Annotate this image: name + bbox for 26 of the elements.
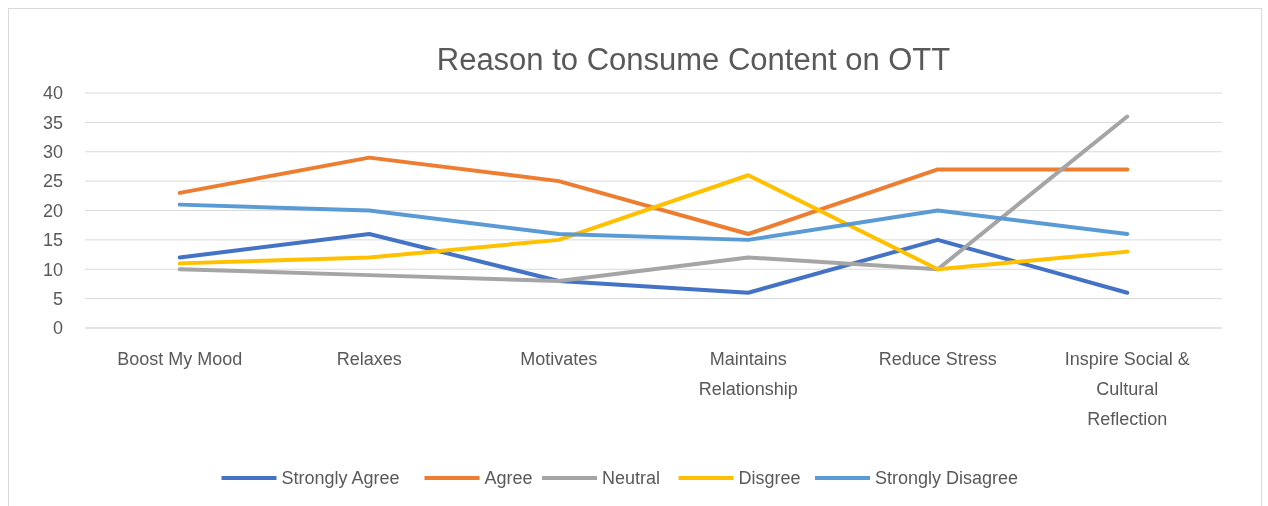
x-tick-label: Reduce Stress (878, 349, 997, 369)
legend-label: Disgree (738, 468, 801, 489)
y-tick-label: 40 (42, 83, 63, 104)
y-tick-label: 0 (52, 318, 63, 339)
legend-label: Neutral (602, 468, 661, 489)
x-tick-label: Boost My Mood (117, 349, 243, 369)
y-tick-label: 35 (42, 112, 63, 133)
line-series (177, 202, 1130, 242)
chart-title: Reason to Consume Content on OTT (436, 42, 951, 77)
x-tick-label: Relaxes (336, 349, 402, 369)
y-tick-label: 15 (42, 230, 63, 251)
legend-label: Strongly Disagree (875, 468, 1019, 489)
legend-label: Agree (484, 468, 533, 489)
y-tick-label: 10 (42, 259, 63, 280)
line-series (177, 173, 1130, 272)
y-tick-label: 20 (42, 200, 63, 221)
line-series (177, 155, 1130, 236)
x-tick-label: Inspire Social & Cultural Reflection (1064, 349, 1190, 429)
line-series (177, 232, 1130, 295)
x-tick-label: Motivates (520, 349, 598, 369)
y-tick-label: 30 (42, 142, 63, 163)
y-tick-label: 25 (42, 171, 63, 192)
x-tick-label: Maintains Relationship (698, 349, 798, 399)
line-series (177, 114, 1130, 283)
legend-label: Strongly Agree (281, 468, 400, 489)
y-tick-label: 5 (52, 288, 63, 309)
